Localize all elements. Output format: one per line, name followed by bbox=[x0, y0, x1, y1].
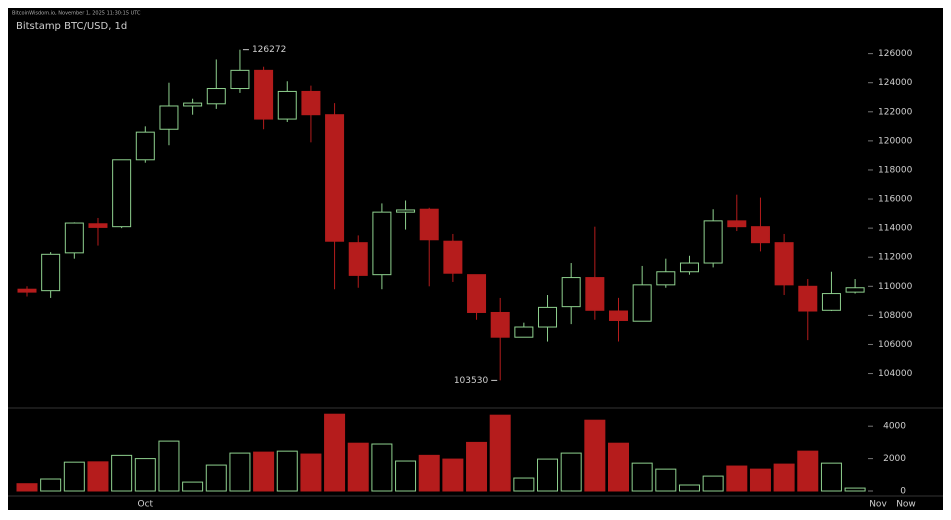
volume-bar bbox=[466, 441, 488, 492]
volume-bar bbox=[300, 453, 322, 492]
candle-body bbox=[727, 220, 747, 228]
volume-bar bbox=[655, 468, 677, 492]
volume-bar bbox=[442, 458, 464, 492]
candle-body bbox=[703, 220, 723, 264]
y-tick-label: 120000 bbox=[878, 136, 913, 146]
volume-bar bbox=[418, 454, 440, 492]
volume-bar bbox=[844, 487, 866, 492]
candle-body bbox=[277, 90, 297, 120]
candle-body bbox=[64, 222, 84, 254]
y-tick-label: 116000 bbox=[878, 195, 913, 205]
candle-body bbox=[490, 311, 510, 338]
chart-background bbox=[8, 8, 943, 510]
chart-title: Bitstamp BTC/USD, 1d bbox=[16, 21, 127, 32]
candle-body bbox=[17, 288, 37, 293]
candle-body bbox=[419, 208, 439, 241]
volume-bar bbox=[560, 452, 582, 492]
candle-body bbox=[112, 159, 132, 228]
y-tick-label: 104000 bbox=[878, 369, 913, 379]
volume-bar bbox=[134, 458, 156, 492]
volume-bar bbox=[702, 475, 724, 492]
volume-bar bbox=[537, 458, 559, 492]
volume-bar bbox=[347, 442, 369, 492]
y-tick-label: 110000 bbox=[878, 282, 913, 292]
volume-bar bbox=[797, 450, 819, 492]
y-tick-label: 122000 bbox=[878, 107, 913, 117]
candle-body bbox=[135, 131, 155, 161]
candle-body bbox=[561, 277, 581, 308]
header: BitcoinWisdom.io, November 1, 2025 11:30… bbox=[12, 11, 141, 17]
candle-body bbox=[88, 223, 108, 228]
volume-bar bbox=[678, 484, 700, 492]
volume-bar bbox=[158, 440, 180, 492]
x-tick-label: Nov bbox=[869, 500, 887, 510]
y-tick-label: 112000 bbox=[878, 253, 913, 263]
volume-bar bbox=[40, 478, 62, 492]
candle-body bbox=[774, 242, 794, 286]
volume-bar bbox=[253, 451, 275, 492]
candle-body bbox=[585, 277, 605, 311]
volume-bar bbox=[371, 443, 393, 492]
volume-bar bbox=[205, 464, 227, 492]
volume-tick-label: 0 bbox=[900, 487, 906, 497]
candle-body bbox=[467, 274, 487, 313]
volume-bar bbox=[608, 442, 629, 492]
volume-tick-label: 4000 bbox=[883, 422, 906, 432]
volume-bar bbox=[773, 463, 795, 492]
candle-body bbox=[845, 287, 865, 293]
candle-body bbox=[798, 285, 818, 312]
volume-bar bbox=[111, 454, 133, 492]
candle-body bbox=[41, 253, 61, 292]
volume-bar bbox=[631, 462, 653, 492]
volume-bar bbox=[726, 465, 748, 492]
volume-bar bbox=[276, 450, 298, 492]
x-tick-label: Oct bbox=[138, 500, 154, 510]
candle-body bbox=[396, 209, 416, 213]
candle-body bbox=[514, 326, 534, 338]
candle-body bbox=[656, 271, 676, 286]
candle-body bbox=[821, 293, 841, 311]
volume-bar bbox=[63, 461, 85, 492]
volume-bar bbox=[489, 414, 511, 492]
candle-body bbox=[183, 102, 203, 107]
candle-body bbox=[254, 69, 274, 120]
candle-body bbox=[632, 284, 652, 322]
y-tick-label: 124000 bbox=[878, 78, 913, 88]
x-tick-label: Now bbox=[896, 500, 916, 510]
high-annotation: 126272 bbox=[252, 45, 286, 55]
volume-bar bbox=[182, 481, 204, 492]
candle-body bbox=[538, 306, 558, 328]
volume-bar bbox=[749, 468, 771, 492]
volume-bar bbox=[229, 452, 251, 492]
candle-body bbox=[372, 211, 392, 276]
volume-tick-label: 2000 bbox=[883, 454, 906, 464]
candle-body bbox=[206, 88, 226, 105]
volume-bar bbox=[820, 462, 842, 492]
candle-body bbox=[230, 69, 250, 90]
candle-body bbox=[159, 105, 179, 130]
volume-bar bbox=[584, 419, 606, 492]
y-tick-label: 126000 bbox=[878, 49, 913, 59]
volume-bar bbox=[395, 460, 417, 492]
y-tick-label: 106000 bbox=[878, 340, 913, 350]
candle-body bbox=[348, 242, 368, 276]
candle-body bbox=[443, 240, 463, 274]
volume-bar bbox=[16, 483, 38, 492]
candle-body bbox=[325, 114, 345, 242]
candle-body bbox=[301, 90, 321, 116]
low-annotation: 103530 bbox=[454, 376, 489, 386]
candle-body bbox=[679, 262, 699, 273]
candle-body bbox=[609, 310, 628, 321]
y-tick-label: 118000 bbox=[878, 165, 913, 175]
volume-bar bbox=[513, 477, 535, 492]
volume-bar bbox=[87, 461, 109, 492]
candle-body bbox=[750, 226, 770, 244]
y-tick-label: 108000 bbox=[878, 311, 913, 321]
y-tick-label: 114000 bbox=[878, 224, 913, 234]
volume-bar bbox=[324, 413, 346, 492]
